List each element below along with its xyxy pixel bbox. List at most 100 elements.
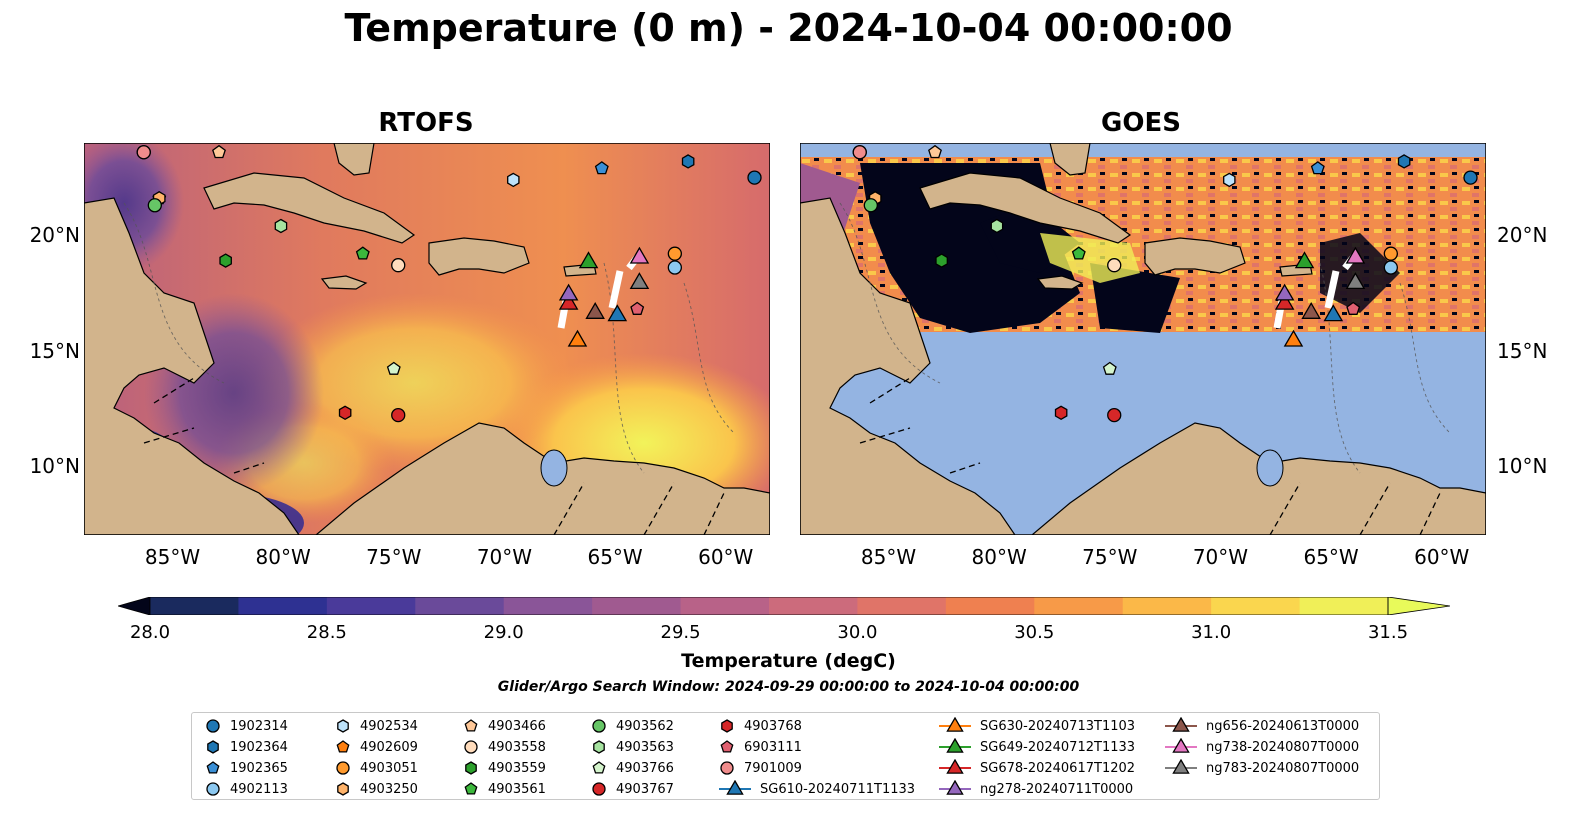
legend-marker: [721, 719, 733, 733]
marker-SG630-20240713T1103: [1283, 329, 1304, 347]
legend-glyph: [206, 719, 220, 733]
goes-map[interactable]: [800, 143, 1486, 535]
marker-4903559: [935, 253, 948, 268]
legend-glyph: [946, 759, 964, 774]
colorbar-segment: [1299, 597, 1389, 615]
legend-item: 4903051: [334, 759, 418, 777]
legend-label: 4903051: [360, 760, 418, 776]
colorbar-extend-max: [1387, 596, 1451, 616]
rtofs-map[interactable]: [84, 143, 770, 535]
marker-4903561: [1071, 246, 1086, 260]
legend-label: ng278-20240711T0000: [980, 781, 1134, 797]
legend-marker: [464, 740, 478, 754]
legend-marker: [1165, 759, 1197, 774]
marker-4903559: [219, 253, 232, 268]
legend-marker: [939, 738, 971, 753]
legend-glyph: [206, 782, 220, 796]
marker-ng738-20240807T0000: [1345, 246, 1366, 264]
legend-glyph: [207, 740, 219, 754]
legend-marker: [592, 761, 606, 774]
legend-marker: [337, 719, 349, 733]
legend-item: 4903767: [590, 780, 674, 798]
legend-glyph: [1172, 717, 1190, 732]
legend-label: 4903466: [488, 718, 546, 734]
legend-item: 6903111: [718, 738, 802, 756]
legend-label: SG649-20240712T1133: [980, 739, 1136, 755]
legend-item: SG610-20240711T1133: [718, 780, 915, 798]
legend-label: 4903559: [488, 760, 546, 776]
legend-marker: [465, 761, 477, 775]
colorbar-tick-label: 29.0: [483, 622, 524, 643]
y-tick-label: 20°N: [29, 223, 80, 248]
goes-markers: [852, 144, 1478, 423]
legend-glyph: [336, 761, 350, 775]
x-tick-label: 60°W: [1414, 545, 1470, 569]
legend-item: 4902113: [204, 780, 288, 798]
colorbar-segment: [150, 597, 239, 615]
legend-label: 4902609: [360, 739, 418, 755]
legend-label: 4903766: [616, 760, 674, 776]
legend-label: SG630-20240713T1103: [980, 718, 1136, 734]
legend-item: 4902609: [334, 738, 418, 756]
marker-1902314: [1463, 170, 1478, 185]
colorbar: [116, 596, 1451, 616]
legend-item: ng278-20240711T0000: [938, 780, 1133, 798]
legend-label: 4902534: [360, 718, 418, 734]
marker-4903563: [274, 218, 288, 234]
marker-4903466: [928, 144, 942, 159]
marker-SG649-20240712T1133: [578, 251, 599, 269]
legend-glyph: [720, 740, 734, 753]
y-tick-label: 10°N: [1497, 453, 1548, 478]
legend-glyph: [1172, 738, 1190, 753]
legend-item: SG649-20240712T1133: [938, 738, 1135, 756]
colorbar-segment: [680, 597, 770, 615]
legend-item: 1902365: [204, 759, 288, 777]
legend-item: 4903563: [590, 738, 674, 756]
marker-SG610-20240711T1133: [607, 304, 628, 322]
marker-SG649-20240712T1133: [1294, 251, 1315, 269]
legend-marker: [206, 761, 220, 774]
legend-item: SG678-20240617T1202: [938, 759, 1135, 777]
legend-item: 4903562: [590, 717, 674, 735]
legend-item: 4903561: [462, 780, 546, 798]
marker-1902364: [1397, 154, 1411, 169]
marker-ng278-20240711T0000: [1274, 283, 1295, 301]
x-tick-label: 75°W: [1082, 545, 1138, 569]
marker-6903111: [1346, 301, 1361, 315]
legend-marker: [336, 761, 350, 775]
legend-marker: [592, 719, 606, 733]
marker-4903767: [391, 407, 406, 423]
legend-label: SG610-20240711T1133: [760, 781, 916, 797]
legend-marker: [464, 782, 478, 795]
legend-item: 1902364: [204, 738, 288, 756]
marker-4903767: [1107, 407, 1122, 423]
legend-label: 4903561: [488, 781, 546, 797]
colorbar-segment: [592, 597, 682, 615]
legend-label: 4902113: [230, 781, 288, 797]
legend-item: 4903250: [334, 780, 418, 798]
legend-glyph: [592, 719, 606, 733]
x-tick-label: 80°W: [971, 545, 1027, 569]
marker-ng783-20240807T0000: [629, 272, 650, 290]
marker-ng656-20240613T0000: [1301, 301, 1321, 319]
marker-4902534: [1223, 172, 1236, 188]
colorbar-tick-label: 31.5: [1367, 622, 1409, 643]
marker-4903563: [990, 218, 1004, 234]
figure-title: Temperature (0 m) - 2024-10-04 00:00:00: [344, 6, 1233, 50]
rtofs-markers: [136, 144, 762, 423]
legend-item: ng656-20240613T0000: [1164, 717, 1359, 735]
marker-SG630-20240713T1103: [567, 329, 588, 347]
x-tick-label: 85°W: [144, 545, 201, 569]
marker-SG678-20240617T1202: [1274, 292, 1295, 310]
legend-label: SG678-20240617T1202: [980, 760, 1136, 776]
legend-glyph: [946, 717, 964, 732]
legend-marker: [939, 717, 971, 732]
marker-4903051: [1383, 246, 1398, 261]
marker-7901009: [852, 145, 867, 160]
legend-marker: [207, 740, 219, 754]
legend-item: 4903766: [590, 759, 674, 777]
colorbar-tick-label: 28.5: [306, 622, 347, 643]
legend-glyph: [592, 782, 606, 796]
marker-4903766: [1102, 361, 1117, 375]
colorbar-segment: [1034, 597, 1124, 615]
